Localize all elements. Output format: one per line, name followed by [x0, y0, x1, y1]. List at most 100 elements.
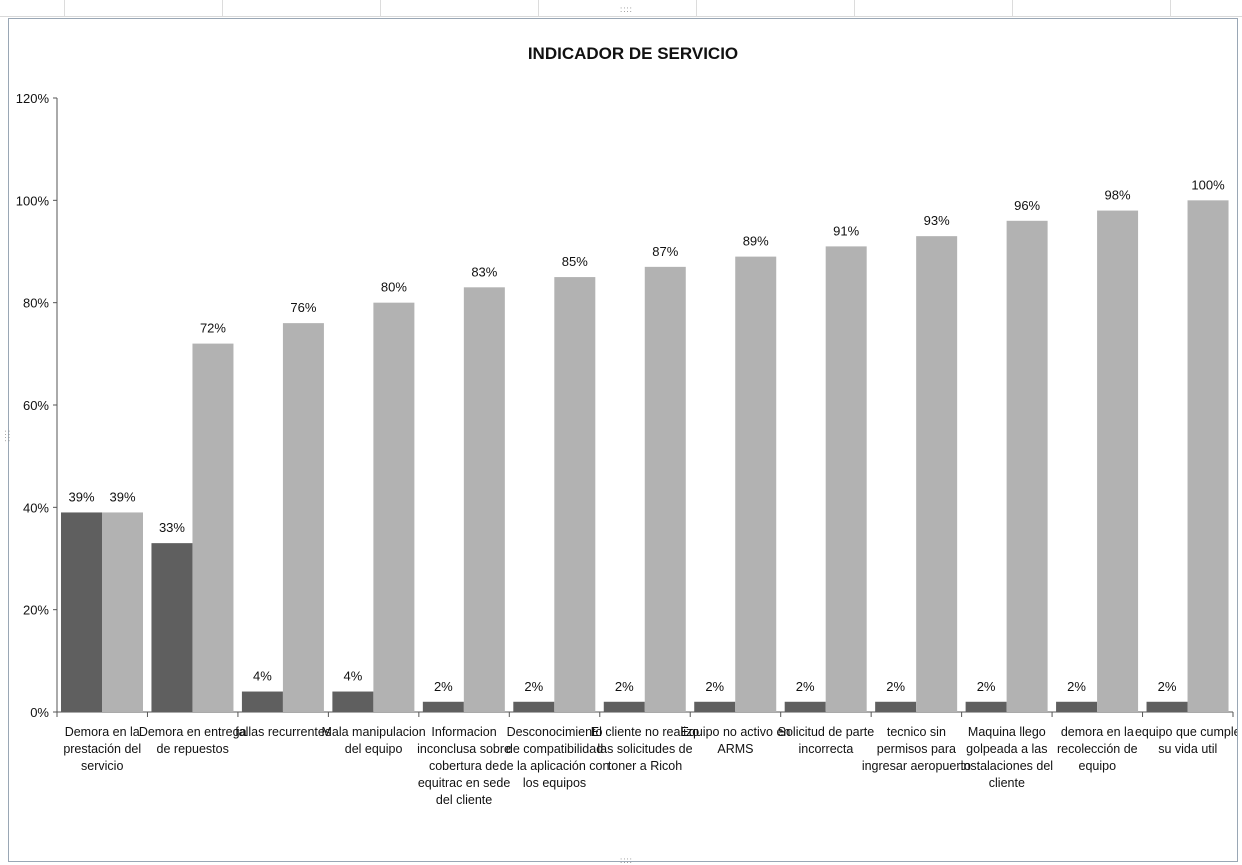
data-label-series-2: 83% — [471, 264, 497, 279]
grid-line — [222, 0, 223, 16]
category-label: Maquina llego golpeada a las instalaciones… — [961, 725, 1053, 790]
resize-handle-left[interactable]: :::: — [3, 430, 12, 443]
data-label-series-2: 96% — [1014, 198, 1040, 213]
category-label: fallas recurrentes — [235, 725, 331, 739]
category-label: tecnico sin permisos para ingresar aeropue… — [862, 725, 971, 773]
data-label-series-2: 72% — [200, 321, 226, 336]
bar-series-1 — [513, 701, 555, 712]
category-label-line: prestación del — [63, 742, 141, 756]
chart-area[interactable]: INDICADOR DE SERVICIO 0% 20% 40% 60% 80% 100%… — [8, 18, 1238, 862]
category-label-line: Informacion — [431, 725, 496, 739]
category-labels: Demora en la prestación del servicioDemora… — [63, 725, 1237, 807]
bar-series-1 — [422, 701, 464, 712]
data-labels: 39% 39% 33% 72% 4% 76% 4% 80% 2% 83% 2% 85% 2% 87% 2% 8… — [68, 177, 1225, 693]
data-label-series-1: 2% — [615, 679, 634, 694]
category-label-line: los equipos — [523, 776, 586, 790]
category-label-line: permisos para — [877, 742, 956, 756]
y-tick-label: 120% — [16, 91, 50, 106]
bar-series-2 — [1187, 200, 1229, 713]
bar-series-2 — [282, 323, 324, 712]
category-label-line: Desconocimiento — [507, 725, 603, 739]
grid-line — [1012, 0, 1013, 16]
category-label-line: ARMS — [717, 742, 753, 756]
grid-line — [538, 0, 539, 16]
category-label-line: Demora en entrega — [139, 725, 247, 739]
category-label-line: demora en la — [1061, 725, 1134, 739]
bar-series-1 — [784, 701, 826, 712]
category-label: Solicitud de parte incorrecta — [778, 725, 875, 756]
data-label-series-1: 2% — [886, 679, 905, 694]
category-label-line: inconclusa sobre — [417, 742, 511, 756]
data-label-series-2: 93% — [924, 213, 950, 228]
category-label-line: su vida util — [1158, 742, 1217, 756]
bar-series-2 — [192, 343, 234, 712]
category-label-line: incorrecta — [798, 742, 853, 756]
data-label-series-1: 2% — [977, 679, 996, 694]
grid-line — [380, 0, 381, 16]
data-label-series-2: 80% — [381, 280, 407, 295]
bar-series-2 — [735, 256, 777, 712]
category-label-line: equitrac en sede — [418, 776, 510, 790]
data-label-series-2: 89% — [743, 234, 769, 249]
data-label-series-2: 98% — [1105, 188, 1131, 203]
data-label-series-2: 85% — [562, 254, 588, 269]
bar-series-2 — [373, 302, 415, 712]
y-tick-label: 20% — [23, 603, 49, 618]
y-tick-label: 40% — [23, 500, 49, 515]
category-label: Mala manipulacion del equipo — [321, 725, 425, 756]
data-label-series-1: 2% — [524, 679, 543, 694]
data-label-series-1: 2% — [705, 679, 724, 694]
bar-series-1 — [332, 691, 374, 712]
data-label-series-1: 4% — [343, 669, 362, 684]
category-label-line: golpeada a las — [966, 742, 1047, 756]
bar-series-1 — [875, 701, 917, 712]
category-label: Desconocimiento de compatibilidad de la ap… — [500, 725, 610, 790]
bar-series-1 — [694, 701, 736, 712]
bar-series-2 — [1006, 220, 1048, 713]
category-label-line: las solicitudes de — [597, 742, 692, 756]
category-label-line: Equipo no activo en — [681, 725, 791, 739]
category-label-line: El cliente no realizo — [591, 725, 699, 739]
bar-series-1 — [241, 691, 283, 712]
category-label: Informacion inconclusa sobre cobertura de e… — [417, 725, 511, 807]
data-label-series-1: 33% — [159, 520, 185, 535]
category-label-line: de la aplicación con — [500, 759, 610, 773]
category-label-line: servicio — [81, 759, 123, 773]
grid-line — [696, 0, 697, 16]
y-tick-label: 0% — [30, 705, 49, 720]
resize-handle-top[interactable]: :::: — [620, 5, 633, 14]
category-label-line: equipo — [1079, 759, 1117, 773]
bar-series-1 — [1146, 701, 1188, 712]
data-label-series-1: 2% — [1158, 679, 1177, 694]
category-label-line: del cliente — [436, 793, 492, 807]
bar-series-2 — [463, 287, 505, 712]
resize-handle-bottom[interactable]: :::: — [620, 856, 633, 865]
category-label-line: toner a Ricoh — [608, 759, 682, 773]
chart-title: INDICADOR DE SERVICIO — [528, 44, 738, 63]
bar-series-2 — [1097, 210, 1139, 713]
worksheet-grid-strip — [0, 0, 1242, 17]
category-label-line: instalaciones del — [961, 759, 1053, 773]
bar-series-1 — [61, 512, 102, 712]
category-label-line: fallas recurrentes — [235, 725, 331, 739]
category-label-line: de repuestos — [157, 742, 229, 756]
category-label: Equipo no activo en ARMS — [681, 725, 791, 756]
y-tick-label: 100% — [16, 193, 50, 208]
category-label-line: Solicitud de parte — [778, 725, 875, 739]
data-label-series-1: 4% — [253, 669, 272, 684]
bar-chart: INDICADOR DE SERVICIO 0% 20% 40% 60% 80% 100%… — [16, 44, 1237, 807]
y-tick-label: 60% — [23, 398, 49, 413]
bar-series-2 — [644, 266, 686, 712]
category-label-line: Mala manipulacion — [321, 725, 425, 739]
data-label-series-2: 87% — [652, 244, 678, 259]
category-label: El cliente no realizo las solicitudes de t… — [591, 725, 699, 773]
bars — [61, 200, 1229, 713]
category-label-line: equipo que cumple — [1135, 725, 1237, 739]
data-label-series-2: 76% — [290, 300, 316, 315]
data-label-series-2: 100% — [1191, 177, 1225, 192]
y-tick-label: 80% — [23, 296, 49, 311]
data-label-series-2: 91% — [833, 223, 859, 238]
category-label: Demora en entrega de repuestos — [139, 725, 247, 756]
category-label: Demora en la prestación del servicio — [63, 725, 141, 773]
